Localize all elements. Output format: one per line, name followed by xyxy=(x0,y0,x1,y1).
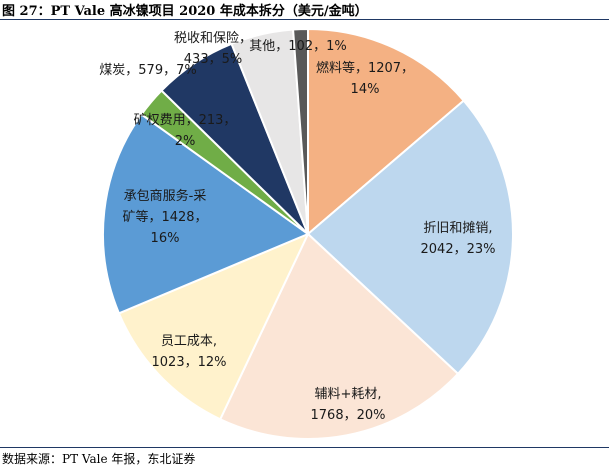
slice-label: 承包商服务-采矿等，1428， 16% xyxy=(122,188,207,246)
chart-title: 图 27：PT Vale 高冰镍项目 2020 年成本拆分（美元/金吨） xyxy=(2,4,368,19)
slice-label: 其他，102，1% xyxy=(249,39,346,54)
pie-slice xyxy=(101,113,311,315)
pie-slice xyxy=(292,27,309,235)
pie-slice xyxy=(218,232,460,440)
top-rule xyxy=(0,19,609,20)
slice-label: 员工成本, 1023，12% xyxy=(152,334,227,370)
slice-label: 折旧和摊销, 2042，23% xyxy=(421,221,496,257)
pie-slice xyxy=(306,99,514,376)
pie-labels: 燃料等，1207， 14% 折旧和摊销, 2042，23% 辅料+耗材, 1768，20%… xyxy=(99,31,495,423)
bottom-rule xyxy=(0,447,609,448)
slice-label: 辅料+耗材, 1768，20% xyxy=(311,387,386,423)
slice-label: 税收和保险， 433，5% xyxy=(174,31,252,67)
pie-slice xyxy=(117,232,311,421)
pie-slices xyxy=(101,27,514,440)
slice-label: 矿权费用，213， 2% xyxy=(134,112,237,149)
pie-chart: 燃料等，1207， 14% 折旧和摊销, 2042，23% 辅料+耗材, 1768，20%… xyxy=(99,27,514,440)
slice-label: 燃料等，1207， 14% xyxy=(316,60,414,97)
source-note: 数据来源：PT Vale 年报，东北证券 xyxy=(2,452,196,466)
slice-label: 煤炭，579，7% xyxy=(99,63,196,78)
pie-slice xyxy=(307,27,466,237)
